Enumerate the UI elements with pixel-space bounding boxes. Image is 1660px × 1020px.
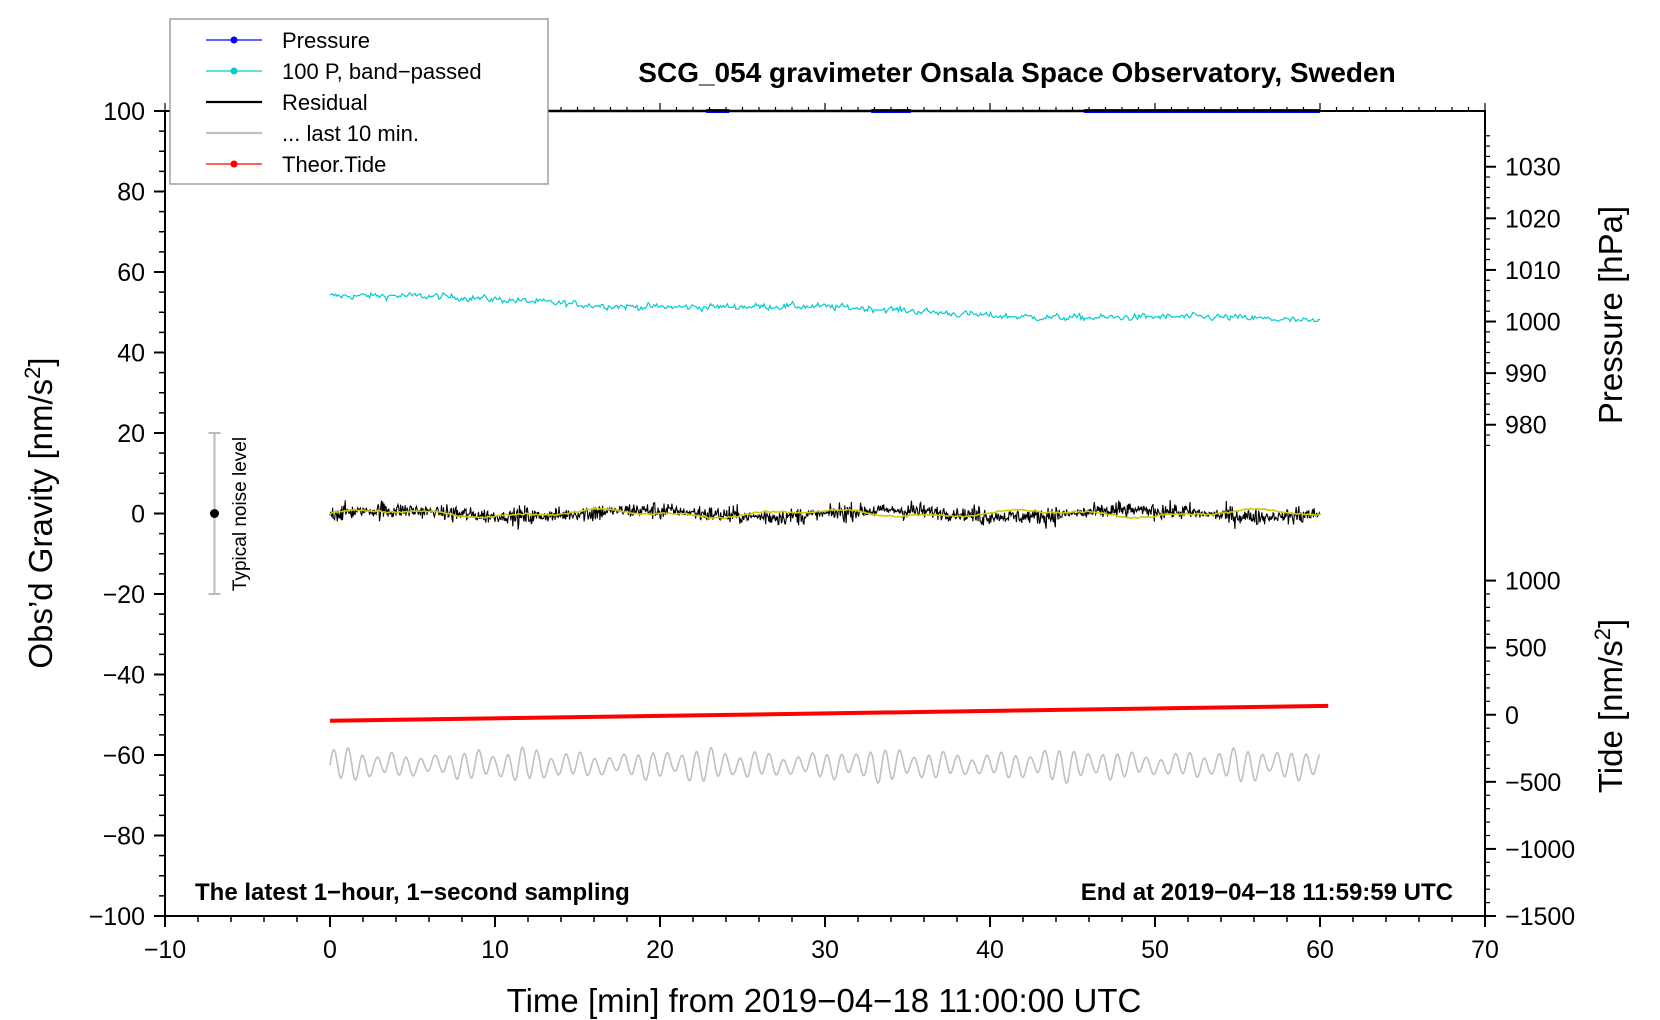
x-axis-title: Time [min] from 2019−04−18 11:00:00 UTC bbox=[507, 982, 1142, 1019]
legend-marker bbox=[230, 36, 238, 44]
pressure-tick-label: 1030 bbox=[1505, 154, 1561, 182]
x-tick-label: 70 bbox=[1471, 936, 1499, 964]
x-tick-label: −10 bbox=[144, 936, 186, 964]
series-theoretical-tide bbox=[329, 703, 1329, 723]
pressure-tick-label: 990 bbox=[1505, 360, 1547, 388]
pressure-tick-label: 1020 bbox=[1505, 205, 1561, 233]
x-tick-label: 10 bbox=[481, 936, 509, 964]
y-tick-label: 20 bbox=[117, 420, 145, 448]
noise-bar: Typical noise level bbox=[208, 432, 251, 595]
legend-marker bbox=[230, 67, 238, 75]
y-tick-label: 80 bbox=[117, 179, 145, 207]
y-tick-label: −20 bbox=[103, 581, 145, 609]
y-axis-title-tide: Tide [nm/s2] bbox=[1590, 619, 1629, 793]
tide-tick-label: −500 bbox=[1505, 769, 1561, 797]
x-tick-label: 50 bbox=[1141, 936, 1169, 964]
tide-tick-label: 1000 bbox=[1505, 568, 1561, 596]
legend-marker bbox=[230, 160, 238, 168]
legend-label: ... last 10 min. bbox=[282, 121, 419, 146]
y-tick-label: 0 bbox=[131, 501, 145, 529]
y-tick-label: −100 bbox=[89, 903, 145, 931]
y-axis-title-pressure: Pressure [hPa] bbox=[1592, 206, 1629, 424]
tide-tick-label: 0 bbox=[1505, 702, 1519, 730]
x-tick-label: 40 bbox=[976, 936, 1004, 964]
series-band-passed-pressure bbox=[330, 291, 1321, 323]
pressure-tick-label: 1000 bbox=[1505, 309, 1561, 337]
series-residual bbox=[329, 500, 1321, 530]
noise-bar-center-dot bbox=[210, 509, 219, 518]
y-axis-title-gravity: Obs’d Gravity [nm/s2] bbox=[20, 357, 59, 668]
legend-label: Residual bbox=[282, 90, 368, 115]
legend-label: 100 P, band−passed bbox=[282, 59, 482, 84]
x-tick-label: 0 bbox=[323, 936, 337, 964]
legend-label: Theor.Tide bbox=[282, 152, 386, 177]
tide-tick-label: 500 bbox=[1505, 635, 1547, 663]
series-last-10-min bbox=[329, 746, 1321, 785]
legend-label: Pressure bbox=[282, 28, 370, 53]
legend-items: Pressure 100 P, band−passed Residual ... la… bbox=[206, 28, 482, 177]
annotation-sampling: The latest 1−hour, 1−second sampling bbox=[195, 879, 630, 906]
x-tick-label: 30 bbox=[811, 936, 839, 964]
y-tick-label: −40 bbox=[103, 662, 145, 690]
series-residual-smoothed bbox=[329, 507, 1321, 520]
tide-tick-label: −1500 bbox=[1505, 903, 1575, 931]
annotation-end-time: End at 2019−04−18 11:59:59 UTC bbox=[1081, 879, 1453, 906]
tide-tick-label: −1000 bbox=[1505, 836, 1575, 864]
x-tick-label: 60 bbox=[1306, 936, 1334, 964]
chart-title: SCG_054 gravimeter Onsala Space Observat… bbox=[638, 57, 1395, 88]
pressure-tick-label: 980 bbox=[1505, 412, 1547, 440]
y-tick-label: −80 bbox=[103, 823, 145, 851]
y-tick-label: 100 bbox=[103, 98, 145, 126]
axes-layer: −10 0 10 20 30 40 50 60 70−100−80−60−40−20020406… bbox=[89, 98, 1576, 964]
legend: Pressure 100 P, band−passed Residual ... la… bbox=[169, 18, 549, 185]
x-tick-label: 20 bbox=[646, 936, 674, 964]
y-tick-label: 40 bbox=[117, 340, 145, 368]
pressure-tick-label: 1010 bbox=[1505, 257, 1561, 285]
noise-bar-label: Typical noise level bbox=[230, 437, 251, 591]
y-tick-label: 60 bbox=[117, 259, 145, 287]
y-tick-label: −60 bbox=[103, 742, 145, 770]
